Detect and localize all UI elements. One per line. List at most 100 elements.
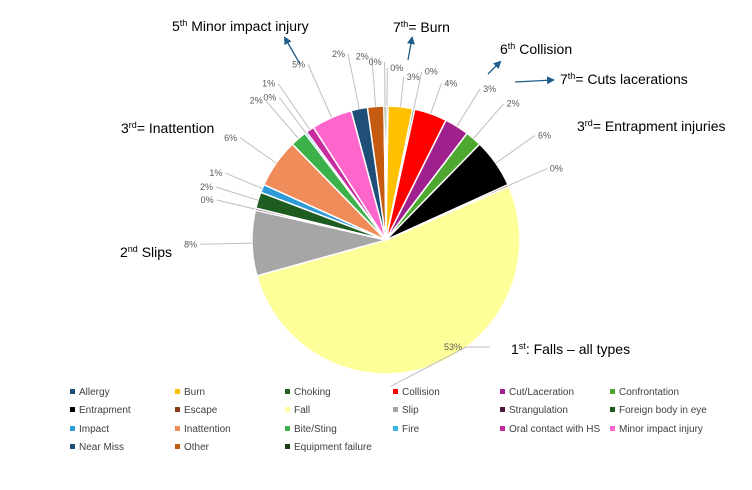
leader-line-fire	[279, 98, 305, 133]
legend-label-inattention: Inattention	[184, 424, 231, 435]
legend-swatch-slip	[393, 407, 398, 412]
legend-item-confrontation: Confrontation	[610, 387, 679, 398]
data-label-equipment-failure: 0%	[369, 57, 382, 67]
legend-label-strangulation: Strangulation	[509, 405, 568, 416]
legend-item-fire: Fire	[393, 424, 420, 435]
legend-label-escape: Escape	[184, 405, 218, 416]
legend-label-choking: Choking	[294, 387, 331, 398]
leader-line-cut-laceration	[457, 89, 480, 126]
legend-swatch-bite-sting	[285, 426, 290, 431]
leader-line-minor-impact-injury	[308, 65, 332, 118]
legend-item-allergy: Allergy	[70, 387, 110, 398]
legend-item-other: Other	[175, 442, 210, 453]
legend-swatch-fall	[285, 407, 290, 412]
leader-line-oral-contact-with-hs	[278, 84, 310, 130]
data-label-oral-contact-with-hs: 1%	[262, 79, 275, 89]
legend-item-cut-laceration: Cut/Laceration	[500, 387, 574, 398]
legend-label-collision: Collision	[402, 387, 440, 398]
leader-line-confrontation	[474, 104, 504, 139]
data-label-choking: 0%	[425, 67, 438, 77]
annotation-arrow-burn	[408, 38, 412, 60]
legend-item-strangulation: Strangulation	[500, 405, 568, 416]
legend-label-burn: Burn	[184, 387, 205, 398]
legend-item-collision: Collision	[393, 387, 440, 398]
legend-label-other: Other	[184, 442, 210, 453]
legend-swatch-foreign-body-in-eye	[610, 407, 615, 412]
legend-swatch-allergy	[70, 389, 75, 394]
data-label-confrontation: 2%	[507, 99, 520, 109]
legend-item-equipment-failure: Equipment failure	[285, 442, 372, 453]
leader-line-strangulation	[217, 200, 256, 209]
annotation-arrow-cuts	[515, 80, 553, 82]
data-label-foreign-body-in-eye: 2%	[200, 182, 213, 192]
legend-swatch-oral-contact-with-hs	[500, 426, 505, 431]
annotation-burn: 7th= Burn	[393, 19, 450, 35]
legend-item-burn: Burn	[175, 387, 205, 398]
data-label-strangulation: 0%	[201, 195, 214, 205]
leader-line-inattention	[240, 138, 276, 163]
legend-swatch-burn	[175, 389, 180, 394]
legend-swatch-inattention	[175, 426, 180, 431]
leader-line-near-miss	[348, 54, 359, 109]
legend-label-fall: Fall	[294, 405, 310, 416]
data-label-entrapment: 6%	[538, 131, 551, 141]
legend-item-escape: Escape	[175, 405, 218, 416]
legend-item-entrapment: Entrapment	[70, 405, 131, 416]
legend-swatch-other	[175, 444, 180, 449]
legend-item-minor-impact-injury: Minor impact injury	[610, 424, 703, 435]
legend-label-fire: Fire	[402, 424, 420, 435]
legend-swatch-impact	[70, 426, 75, 431]
legend-item-slip: Slip	[393, 405, 419, 416]
annotation-falls: 1st: Falls – all types	[511, 341, 630, 357]
data-label-impact: 1%	[209, 168, 222, 178]
data-label-collision: 4%	[444, 79, 457, 89]
legend-item-inattention: Inattention	[175, 424, 231, 435]
legend-swatch-confrontation	[610, 389, 615, 394]
legend-item-impact: Impact	[70, 424, 109, 435]
leader-line-escape	[509, 169, 547, 186]
data-label-near-miss: 2%	[332, 49, 345, 59]
legend-item-foreign-body-in-eye: Foreign body in eye	[610, 405, 707, 416]
legend-label-minor-impact-injury: Minor impact injury	[619, 424, 703, 435]
data-label-fall: 53%	[444, 342, 462, 352]
data-label-escape: 0%	[550, 164, 563, 174]
leader-line-slip	[200, 243, 252, 244]
data-label-fire: 0%	[263, 93, 276, 103]
legend-swatch-near-miss	[70, 444, 75, 449]
legend-label-oral-contact-with-hs: Oral contact with HS	[509, 424, 600, 435]
legend-label-impact: Impact	[79, 424, 109, 435]
legend-label-bite-sting: Bite/Sting	[294, 424, 337, 435]
leader-line-collision	[431, 84, 442, 114]
legend-swatch-strangulation	[500, 407, 505, 412]
legend-swatch-cut-laceration	[500, 389, 505, 394]
legend-label-slip: Slip	[402, 405, 419, 416]
legend-item-near-miss: Near Miss	[70, 442, 124, 453]
data-label-slip: 8%	[184, 239, 197, 249]
legend-label-foreign-body-in-eye: Foreign body in eye	[619, 405, 707, 416]
data-label-allergy: 0%	[390, 63, 403, 73]
legend-label-near-miss: Near Miss	[79, 442, 124, 453]
annotation-inattention: 3rd= Inattention	[121, 120, 214, 136]
annotation-cuts: 7th= Cuts lacerations	[560, 71, 688, 87]
legend-item-fall: Fall	[285, 405, 310, 416]
data-label-bite-sting: 2%	[250, 96, 263, 106]
legend-item-bite-sting: Bite/Sting	[285, 424, 337, 435]
leader-line-entrapment	[496, 136, 535, 164]
data-label-cut-laceration: 3%	[483, 84, 496, 94]
legend: Allergy Burn Choking Collision Cut/Laceratio…	[70, 387, 707, 453]
legend-item-oral-contact-with-hs: Oral contact with HS	[500, 424, 600, 435]
data-label-burn: 3%	[407, 72, 420, 82]
leader-line-impact	[225, 173, 262, 188]
annotation-entrapment: 3rd= Entrapment injuries	[577, 118, 726, 134]
legend-swatch-choking	[285, 389, 290, 394]
leader-line-burn	[401, 77, 404, 107]
legend-label-entrapment: Entrapment	[79, 405, 131, 416]
legend-label-cut-laceration: Cut/Laceration	[509, 387, 574, 398]
legend-swatch-collision	[393, 389, 398, 394]
slices-layer	[252, 106, 520, 374]
data-label-other: 2%	[356, 52, 369, 62]
legend-swatch-minor-impact-injury	[610, 426, 615, 431]
annotation-arrow-collision	[488, 62, 500, 74]
